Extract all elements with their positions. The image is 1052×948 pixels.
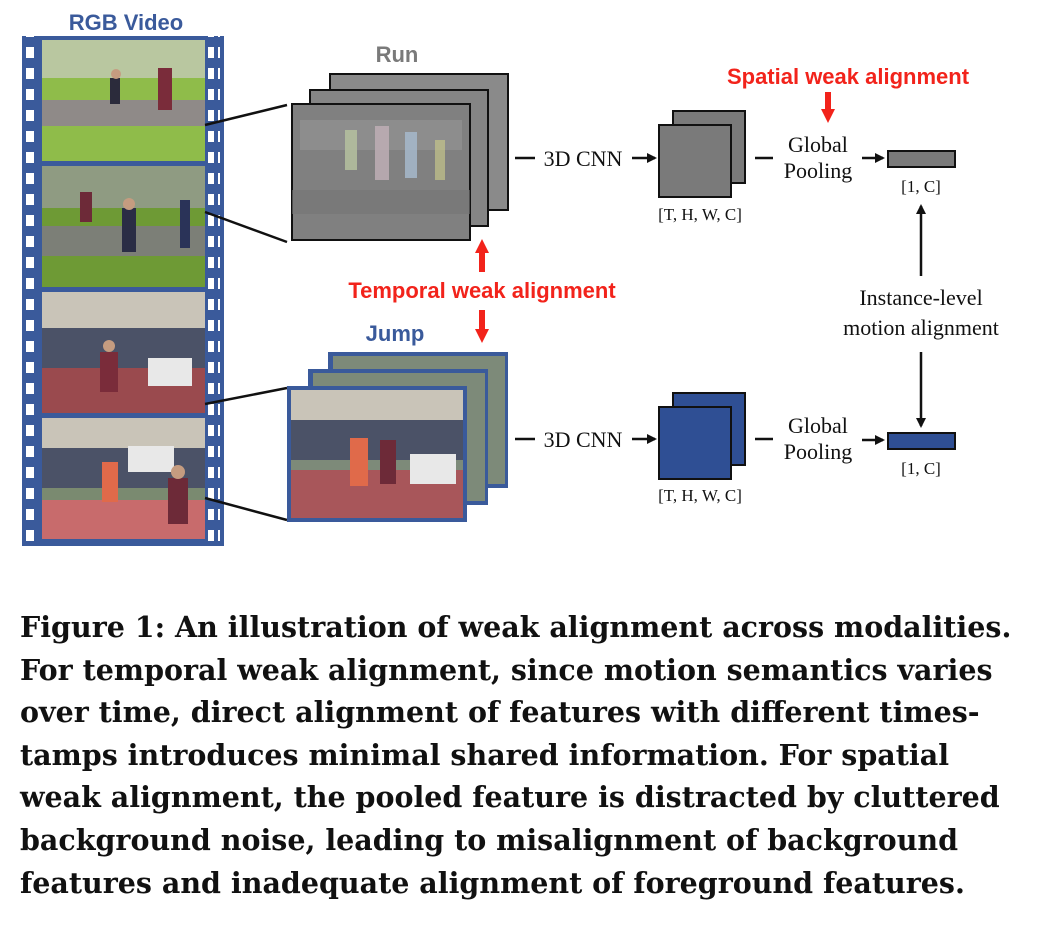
caption-line: weak alignment, the pooled feature is di… (20, 780, 1000, 815)
pooled-vector-bottom (887, 432, 956, 450)
run-label: Run (376, 42, 419, 67)
video-frame-3 (42, 292, 205, 413)
vector-dims-bottom: [1, C] (901, 459, 941, 478)
diagram: RGB Video Run Jump Temporal weak alignme… (22, 10, 999, 546)
film-strip (22, 36, 224, 546)
video-frame-4 (42, 418, 205, 539)
feature-map-top (658, 110, 746, 198)
pooling-bottom-line1: Global (788, 413, 848, 438)
pooling-top-line2: Pooling (784, 158, 852, 183)
spatial-weak-alignment-label: Spatial weak alignment (727, 64, 970, 89)
jump-label: Jump (366, 321, 425, 346)
caption-line: over time, direct alignment of features … (20, 695, 980, 730)
feature-dims-top: [T, H, W, C] (658, 205, 742, 224)
connector-line (204, 386, 288, 406)
feature-dims-bottom: [T, H, W, C] (658, 486, 742, 505)
feature-map-bottom (658, 392, 746, 480)
caption-line: For temporal weak alignment, since motio… (20, 652, 993, 687)
cnn-label-bottom: 3D CNN (544, 427, 623, 452)
video-frame-2 (42, 166, 205, 287)
vector-dims-top: [1, C] (901, 177, 941, 196)
pooling-bottom-line2: Pooling (784, 439, 852, 464)
connector-line (204, 210, 288, 244)
caption-line: features and inadequate alignment of for… (20, 865, 965, 900)
cnn-label-top: 3D CNN (544, 146, 623, 171)
video-title: RGB Video (69, 10, 184, 35)
connector-line (204, 103, 288, 127)
connector-line (204, 496, 288, 522)
pooled-vector-top (887, 150, 956, 168)
caption-line: background noise, leading to misalignmen… (20, 822, 959, 857)
pooling-top-line1: Global (788, 132, 848, 157)
jump-frame-stack (287, 352, 508, 522)
video-frame-1 (42, 40, 205, 161)
run-frame-stack (291, 73, 509, 241)
instance-label-line1: Instance-level (859, 285, 982, 310)
figure-caption: Figure 1: An illustration of weak alignm… (20, 606, 1032, 904)
caption-line: tamps introduces minimal shared informat… (20, 737, 950, 772)
instance-label-line2: motion alignment (843, 315, 999, 340)
caption-line: Figure 1: An illustration of weak alignm… (20, 610, 1012, 644)
temporal-weak-alignment-label: Temporal weak alignment (348, 278, 616, 303)
